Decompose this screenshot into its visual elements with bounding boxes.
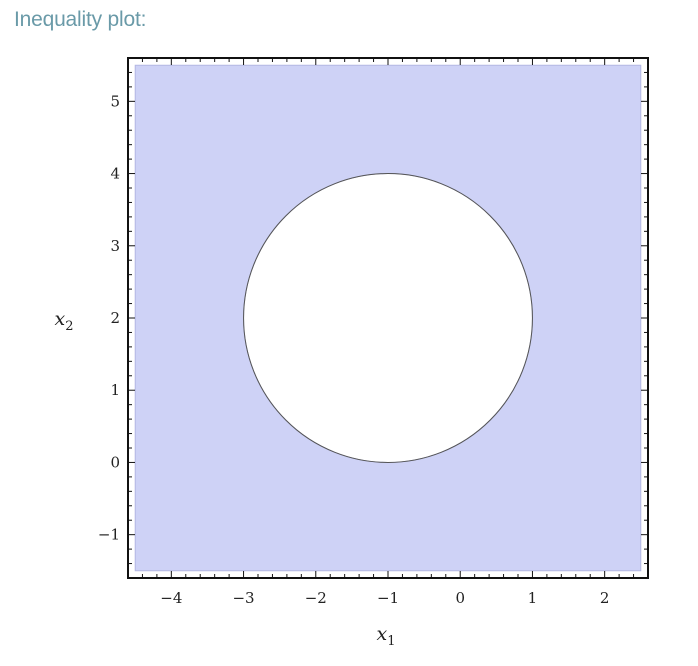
y-tick-label: 5 — [110, 92, 120, 110]
feasible-region — [134, 64, 642, 572]
x-tick-label: 1 — [528, 589, 538, 607]
y-tick-label: 0 — [110, 453, 120, 471]
y-tick-label: 1 — [110, 381, 120, 399]
y-tick-label: 4 — [110, 165, 120, 183]
x-tick-label: 2 — [600, 589, 610, 607]
x-axis-label: x1 — [377, 623, 396, 649]
x-tick-label: −3 — [232, 589, 254, 607]
x-tick-label: 0 — [455, 589, 465, 607]
y-tick-labels: −1 0 1 2 3 4 5 — [98, 92, 120, 543]
x-tick-label: −4 — [160, 589, 182, 607]
x-tick-label: −2 — [305, 589, 327, 607]
y-tick-label: −1 — [98, 526, 120, 544]
y-tick-label: 2 — [110, 309, 120, 327]
x-tick-label: −1 — [377, 589, 399, 607]
x-tick-labels: −4 −3 −2 −1 0 1 2 — [160, 589, 609, 607]
y-axis-label: x2 — [55, 308, 74, 334]
tick-marks — [128, 57, 649, 579]
region-layer — [134, 64, 642, 572]
circle-boundary — [243, 173, 533, 463]
y-tick-label: 3 — [110, 237, 120, 255]
page-title: Inequality plot: — [14, 8, 147, 31]
